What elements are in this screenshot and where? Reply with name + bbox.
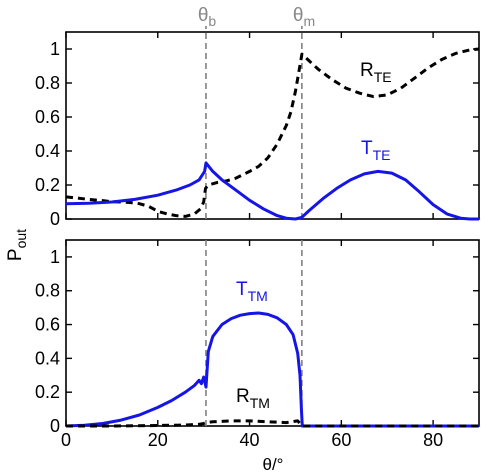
y-tick-label: 0.8 xyxy=(35,281,60,301)
y-tick-label: 0 xyxy=(50,416,60,436)
marker-label-theta-b: θb xyxy=(198,5,217,29)
y-axis-label-sub: out xyxy=(13,229,29,249)
series-label-t-tm: TTM xyxy=(236,279,268,304)
y-tick-label: 0.8 xyxy=(35,73,60,93)
y-tick-label: 0.6 xyxy=(35,315,60,335)
x-tick-label: 40 xyxy=(240,430,260,450)
series-label-r-te: RTE xyxy=(360,60,392,85)
series-line-t-tm xyxy=(65,311,479,428)
x-tick-label: 0 xyxy=(61,430,71,450)
y-tick-label: 0 xyxy=(50,209,60,229)
series-label-r-tm: RTM xyxy=(236,386,270,411)
y-tick-label: 0.2 xyxy=(35,382,60,402)
x-tick-label: 60 xyxy=(331,430,351,450)
bottom-panel: 0 0.2 0.4 0.6 0.8 1 0 20 40 60 80 xyxy=(35,239,480,450)
series-line-r-te xyxy=(65,47,480,218)
top-panel: 0 0.2 0.4 0.6 0.8 1 xyxy=(35,26,480,229)
series-label-t-te: TTE xyxy=(361,138,391,163)
y-tick-label: 0.6 xyxy=(35,107,60,127)
y-tick-label: 0.2 xyxy=(35,175,60,195)
y-tick-label: 0.4 xyxy=(35,141,60,161)
y-axis-label: Pout xyxy=(5,229,29,261)
axes-frame xyxy=(65,239,480,427)
y-tick-label: 0.4 xyxy=(35,348,60,368)
series-line-r-tm xyxy=(66,419,479,428)
x-axis-label: θ/° xyxy=(263,455,284,473)
x-tick-label: 80 xyxy=(423,430,443,450)
axes-frame xyxy=(65,31,480,220)
x-tick-label: 20 xyxy=(148,430,168,450)
y-tick-label: 1 xyxy=(50,247,60,267)
y-tick-label: 1 xyxy=(50,39,60,59)
marker-label-theta-m: θm xyxy=(293,5,315,29)
y-axis-label-main: P xyxy=(5,248,26,261)
series-line-t-te xyxy=(65,161,479,221)
